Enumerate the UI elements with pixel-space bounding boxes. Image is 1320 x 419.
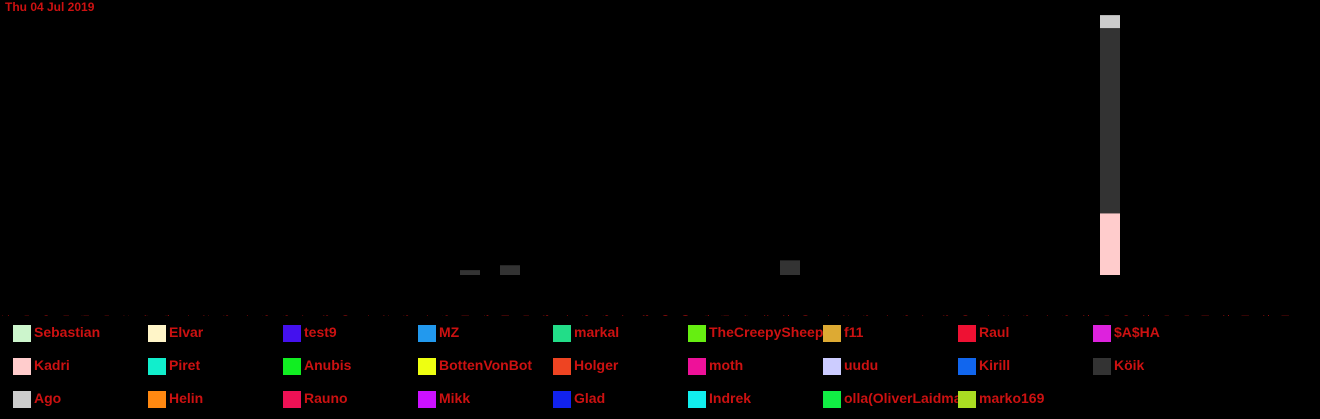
bar-segment-general-Köik <box>500 265 520 275</box>
legend-swatch <box>553 325 571 342</box>
legend-item-Anubis: Anubis <box>283 355 418 375</box>
legend-label: uudu <box>844 357 878 373</box>
legend-label: Kirill <box>979 357 1010 373</box>
legend-item-Kirill: Kirill <box>958 355 1093 375</box>
legend-swatch <box>418 358 436 375</box>
legend-label: Piret <box>169 357 200 373</box>
legend-item-Raul: Raul <box>958 322 1093 342</box>
legend-swatch <box>958 325 976 342</box>
legend-label: Mikk <box>439 390 470 406</box>
legend-item-Piret: Piret <box>148 355 283 375</box>
legend-item-Indrek: Indrek <box>688 388 823 408</box>
legend-label: marko169 <box>979 390 1044 406</box>
legend-swatch <box>1093 325 1111 342</box>
legend-swatch <box>688 325 706 342</box>
legend-label: f11 <box>844 324 863 340</box>
legend-swatch <box>553 391 571 408</box>
legend-item-Helin: Helin <box>148 388 283 408</box>
legend-label: TheCreepySheep <box>709 324 823 340</box>
legend-swatch <box>13 358 31 375</box>
legend-label: Rauno <box>304 390 348 406</box>
legend-item-uudu: uudu <box>823 355 958 375</box>
legend-item-Köik: Köik <box>1093 355 1213 375</box>
legend-label: Kadri <box>34 357 70 373</box>
legend-label: Raul <box>979 324 1009 340</box>
bar-segment-random-Kadri <box>1100 213 1120 275</box>
legend-item-f11: f11 <box>823 322 958 342</box>
legend-swatch <box>13 391 31 408</box>
legend-item-Kadri: Kadri <box>13 355 148 375</box>
legend-label: Elvar <box>169 324 203 340</box>
legend-label: Glad <box>574 390 605 406</box>
legend-item-TheCreepySheep: TheCreepySheep <box>688 322 823 342</box>
legend-label: Ago <box>34 390 61 406</box>
legend-item-Holger: Holger <box>553 355 688 375</box>
legend-swatch <box>148 391 166 408</box>
legend-swatch <box>958 358 976 375</box>
legend-swatch <box>148 325 166 342</box>
legend-label: MZ <box>439 324 459 340</box>
legend-item-Mikk: Mikk <box>418 388 553 408</box>
legend-item-Glad: Glad <box>553 388 688 408</box>
legend-item-Ago: Ago <box>13 388 148 408</box>
legend-item-$A$HA: $A$HA <box>1093 322 1213 342</box>
legend-item-test9: test9 <box>283 322 418 342</box>
legend-item-markal: markal <box>553 322 688 342</box>
legend-label: Holger <box>574 357 618 373</box>
legend-item-marko169: marko169 <box>958 388 1093 408</box>
legend-swatch <box>688 391 706 408</box>
legend-label: moth <box>709 357 743 373</box>
legend-item-Elvar: Elvar <box>148 322 283 342</box>
legend-swatch <box>13 325 31 342</box>
legend-label: Helin <box>169 390 203 406</box>
legend-label: Indrek <box>709 390 751 406</box>
legend-item-BottenVonBot: BottenVonBot <box>418 355 553 375</box>
legend-swatch <box>958 391 976 408</box>
legend-label: BottenVonBot <box>439 357 532 373</box>
legend-label: Anubis <box>304 357 351 373</box>
legend-item-Sebastian: Sebastian <box>13 322 148 342</box>
bar-chart: EXFunKalmoKokkuMuudAiNotFunPRYldinecoder… <box>0 0 1320 316</box>
legend-label: Köik <box>1114 357 1144 373</box>
legend-swatch <box>283 325 301 342</box>
legend-swatch <box>418 325 436 342</box>
legend-swatch <box>1093 358 1111 375</box>
legend-item-MZ: MZ <box>418 322 553 342</box>
bar-segment-random-Ago <box>1100 15 1120 28</box>
legend-swatch <box>823 391 841 408</box>
legend-swatch <box>688 358 706 375</box>
legend-label: olla(OliverLaidma) <box>844 390 958 406</box>
legend-item-olla(OliverLaidma): olla(OliverLaidma) <box>823 388 958 408</box>
legend-swatch <box>283 358 301 375</box>
legend-label: Sebastian <box>34 324 100 340</box>
bar-segment-pelmeet-Köik <box>780 260 800 275</box>
legend-swatch <box>283 391 301 408</box>
legend-label: markal <box>574 324 619 340</box>
legend-swatch <box>553 358 571 375</box>
legend-label: test9 <box>304 324 337 340</box>
legend-item-Rauno: Rauno <box>283 388 418 408</box>
legend-label: $A$HA <box>1114 324 1160 340</box>
bar-segment-random-Köik <box>1100 28 1120 213</box>
legend: Sebastian Elvar test9 MZ markal TheCreepyShee… <box>0 316 1320 419</box>
legend-item-moth: moth <box>688 355 823 375</box>
legend-swatch <box>823 358 841 375</box>
legend-swatch <box>418 391 436 408</box>
legend-swatch <box>148 358 166 375</box>
legend-swatch <box>823 325 841 342</box>
bar-segment-food-Köik <box>460 270 480 275</box>
